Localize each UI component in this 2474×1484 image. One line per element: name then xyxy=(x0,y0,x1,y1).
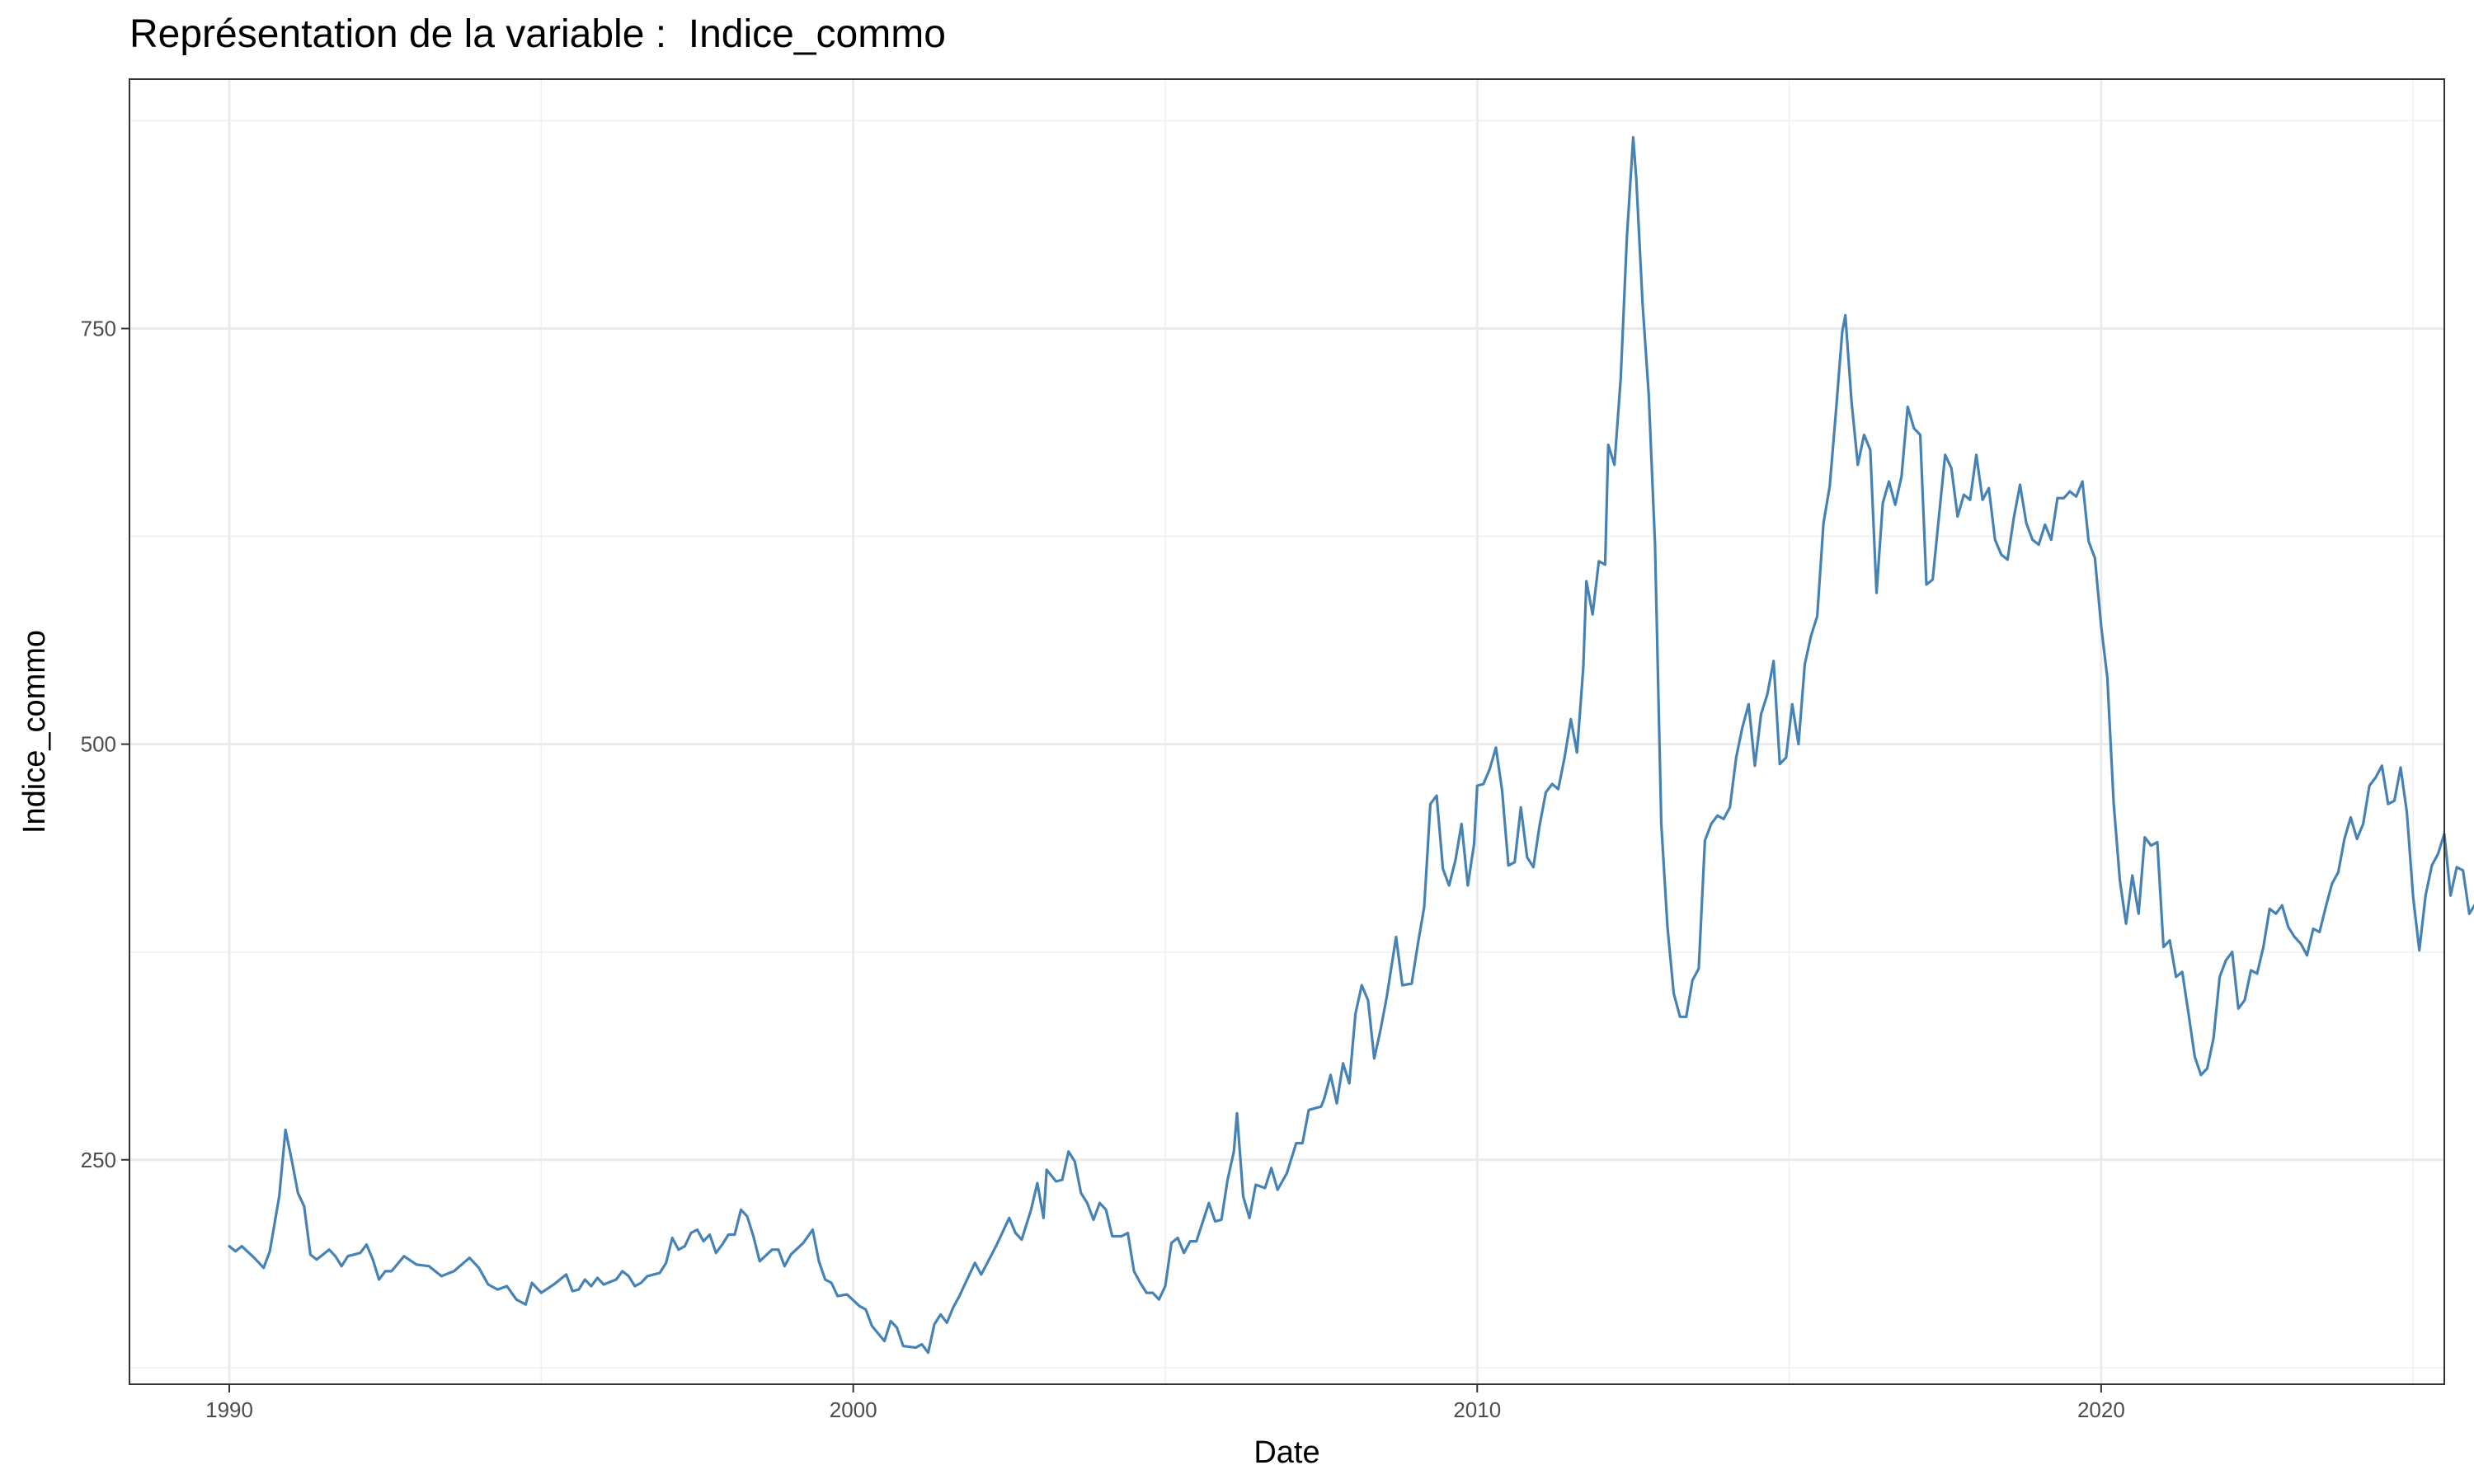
y-tick-label: 500 xyxy=(81,732,116,757)
y-tick-label: 250 xyxy=(81,1148,116,1172)
plot-panel-border xyxy=(129,78,2445,1385)
major-grid xyxy=(129,79,2444,1384)
x-axis-tick-labels: 1990 2000 2010 2020 xyxy=(205,1397,2125,1422)
x-tick-label: 2000 xyxy=(830,1397,877,1422)
minor-grid xyxy=(129,79,2444,1384)
y-tick-label: 750 xyxy=(81,316,116,340)
x-tick-label: 2010 xyxy=(1453,1397,1501,1422)
x-tick-label: 1990 xyxy=(205,1397,253,1422)
axis-ticks xyxy=(121,327,2102,1392)
y-axis-tick-labels: 250 500 750 xyxy=(81,316,116,1172)
chart-title: Représentation de la variable : Indice_c… xyxy=(129,12,946,56)
x-axis-title: Date xyxy=(1253,1435,1319,1470)
y-axis-title: Indice_commo xyxy=(17,630,52,834)
series-line xyxy=(228,136,2474,1355)
x-tick-label: 2020 xyxy=(2077,1397,2125,1422)
